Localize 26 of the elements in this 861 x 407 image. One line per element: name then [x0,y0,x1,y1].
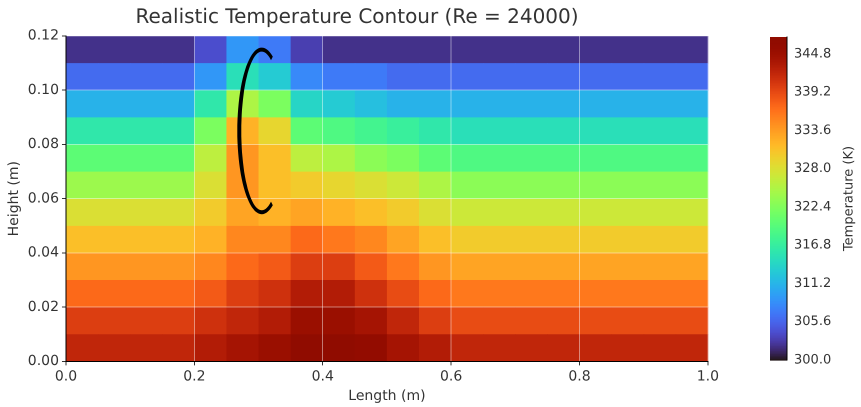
x-tick-label: 0.2 [183,368,206,384]
x-tick-label: 1.0 [696,368,719,384]
y-tick-label: 0.02 [28,298,59,315]
color-bar-label: 344.8 [794,46,832,62]
chart-title: Realistic Temperature Contour (Re = 24000) [135,4,579,28]
color-bar-label: 311.2 [794,276,832,291]
color-bar-label: 300.0 [794,352,832,368]
x-tick-label: 0.4 [312,368,334,384]
x-tick-label: 0.6 [440,368,462,384]
x-axis-title: Length (m) [348,388,426,404]
color-bar-label: 316.8 [794,238,832,253]
y-tick-label: 0.04 [28,244,60,261]
color-bar-label: 305.6 [794,314,832,330]
color-bar-label: 328.0 [794,161,832,176]
y-tick-label: 0.12 [28,28,59,44]
y-tick-label: 0.08 [28,136,59,152]
color-bar-title: Temperature (K) [841,146,856,252]
color-bar-label: 322.4 [794,199,832,214]
color-bar-label: 339.2 [794,84,832,100]
color-bar-label: 333.6 [794,122,832,138]
x-tick-label: 0.8 [568,368,591,384]
y-tick-label: 0.00 [28,353,59,370]
y-tick-label: 0.10 [28,82,59,98]
y-axis-title: Height (m) [6,161,22,236]
x-tick-label: 0.0 [54,368,78,384]
y-tick-label: 0.06 [28,190,60,206]
